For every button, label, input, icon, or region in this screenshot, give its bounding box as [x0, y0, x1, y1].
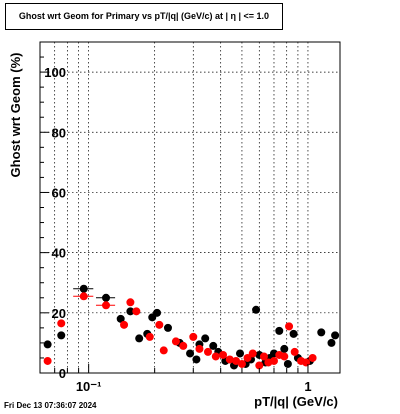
title-box: Ghost wrt Geom for Primary vs pT/|q| (Ge…: [5, 3, 283, 30]
data-point: [126, 298, 135, 307]
data-point: [145, 332, 154, 341]
data-point: [171, 337, 180, 346]
data-point: [285, 322, 294, 331]
data-point: [102, 293, 111, 302]
plot-frame: [39, 41, 341, 374]
data-point: [236, 349, 245, 358]
data-point: [302, 358, 311, 367]
y-tick-label: 60: [52, 185, 66, 200]
data-point: [43, 340, 52, 349]
y-tick-label: 80: [52, 125, 66, 140]
data-point: [331, 331, 340, 340]
data-point: [255, 361, 264, 370]
data-point: [275, 326, 284, 335]
data-point: [126, 307, 135, 316]
data-point: [225, 355, 234, 364]
data-point: [289, 329, 298, 338]
y-tick-label: 100: [44, 65, 66, 80]
data-point: [252, 305, 261, 314]
data-point: [290, 347, 299, 356]
data-point: [186, 349, 195, 358]
data-point: [155, 320, 164, 329]
data-point: [259, 352, 268, 361]
data-point: [195, 344, 204, 353]
axis-ticks: 0 20 40 60 80 100 10⁻¹ 1: [40, 56, 312, 394]
data-point: [153, 308, 162, 317]
y-axis-label: Ghost wrt Geom (%): [8, 53, 23, 178]
data-point: [163, 323, 172, 332]
y-tick-label: 0: [59, 366, 66, 381]
data-point: [79, 292, 88, 301]
y-tick-label: 40: [52, 246, 66, 261]
data-point: [102, 301, 111, 310]
data-point: [243, 353, 252, 362]
data-point: [317, 328, 326, 337]
data-point: [209, 341, 218, 350]
data-point: [248, 349, 257, 358]
y-tick-label: 20: [52, 306, 66, 321]
x-tick-label: 1: [304, 379, 311, 394]
chart-title: Ghost wrt Geom for Primary vs pT/|q| (Ge…: [18, 11, 270, 21]
data-point: [219, 350, 228, 359]
data-point: [57, 319, 66, 328]
data-point: [327, 338, 336, 347]
data-point: [232, 356, 241, 365]
data-points: [43, 284, 340, 370]
data-point: [201, 334, 210, 343]
x-tick-label: 10⁻¹: [76, 379, 102, 394]
data-point: [79, 284, 88, 293]
data-point: [43, 356, 52, 365]
data-point: [135, 334, 144, 343]
data-point: [116, 314, 125, 323]
grid-lines: [40, 42, 340, 373]
data-point: [159, 346, 168, 355]
data-point: [120, 320, 129, 329]
data-point: [57, 331, 66, 340]
x-axis-label: pT/|q| (GeV/c): [254, 394, 338, 409]
data-point: [280, 344, 289, 353]
data-point: [237, 359, 246, 368]
data-point: [179, 341, 188, 350]
data-point: [280, 352, 289, 361]
data-point: [192, 355, 201, 364]
data-point: [283, 359, 292, 368]
data-point: [132, 307, 141, 316]
data-point: [308, 353, 317, 362]
data-point: [269, 356, 278, 365]
data-point: [203, 347, 212, 356]
data-point: [189, 332, 198, 341]
timestamp-footer: Fri Dec 13 07:36:07 2024: [4, 401, 97, 410]
data-point: [211, 352, 220, 361]
